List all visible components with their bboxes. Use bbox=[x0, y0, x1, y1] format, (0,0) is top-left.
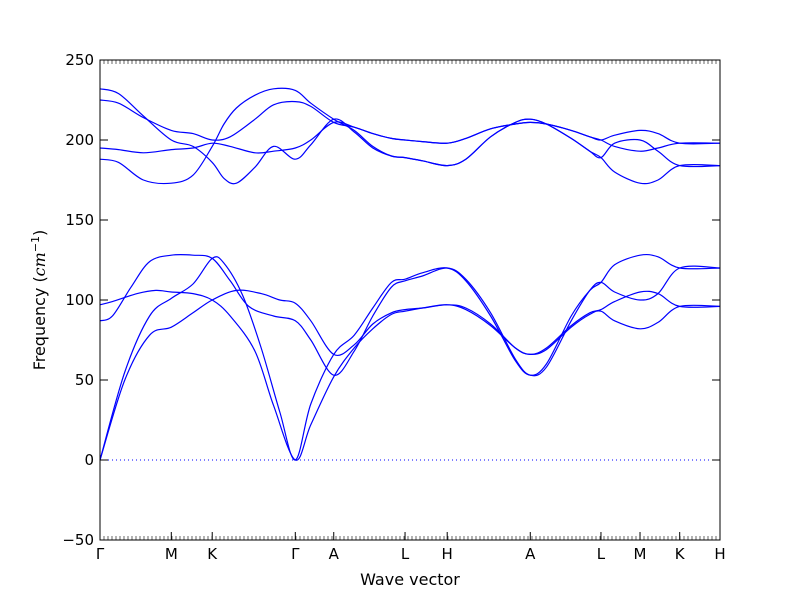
y-tick-label: 200 bbox=[65, 131, 94, 149]
y-axis-ticks: −50 0 50 100 150 200 250 bbox=[62, 51, 720, 549]
y-tick-label: −50 bbox=[62, 531, 94, 549]
y-tick-label: 50 bbox=[75, 371, 94, 389]
y-tick-label: 150 bbox=[65, 211, 94, 229]
minor-ticks bbox=[99, 60, 721, 540]
y-axis-unit: cm bbox=[30, 252, 49, 276]
x-tick-label: M bbox=[634, 545, 647, 563]
band-line-7 bbox=[99, 99, 721, 145]
x-tick-label: Γ bbox=[96, 545, 105, 563]
x-tick-label: M bbox=[165, 545, 178, 563]
band-line-3 bbox=[99, 253, 721, 377]
band-line-5 bbox=[99, 88, 721, 185]
series-lines bbox=[99, 87, 721, 461]
y-axis-label: Frequency (cm−1) bbox=[29, 230, 49, 371]
x-tick-label: A bbox=[525, 545, 536, 563]
y-tick-label: 250 bbox=[65, 51, 94, 69]
y-axis-unit-exponent: −1 bbox=[29, 236, 42, 252]
band-line-2 bbox=[99, 289, 721, 461]
x-tick-label: Γ bbox=[291, 545, 300, 563]
band-line-8 bbox=[99, 121, 721, 154]
y-axis-label-text: Frequency bbox=[30, 288, 49, 371]
band-line-6 bbox=[99, 87, 721, 185]
band-line-1 bbox=[99, 253, 721, 461]
x-axis-label: Wave vector bbox=[360, 570, 460, 589]
y-tick-label: 0 bbox=[84, 451, 94, 469]
x-tick-label: H bbox=[714, 545, 725, 563]
x-tick-label: L bbox=[401, 545, 410, 563]
x-tick-label: A bbox=[329, 545, 340, 563]
x-tick-label: K bbox=[207, 545, 218, 563]
x-tick-label: H bbox=[442, 545, 453, 563]
x-tick-label: K bbox=[675, 545, 686, 563]
y-tick-label: 100 bbox=[65, 291, 94, 309]
x-tick-label: L bbox=[597, 545, 606, 563]
band-line-4 bbox=[99, 289, 721, 461]
